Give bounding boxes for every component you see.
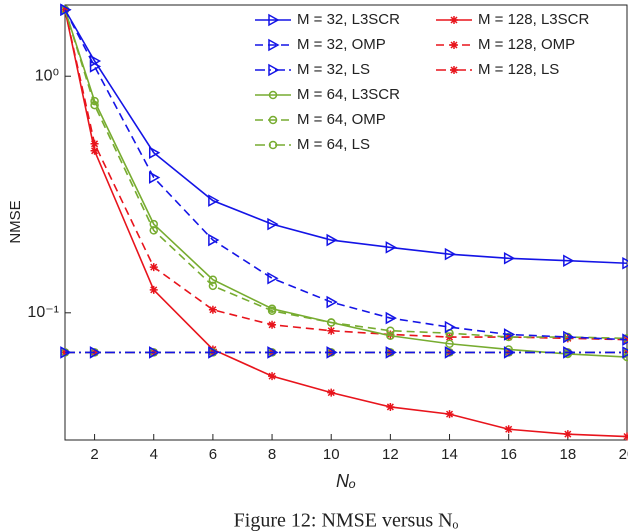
marker — [563, 330, 575, 344]
marker — [89, 54, 102, 68]
marker — [61, 5, 69, 14]
marker — [445, 410, 454, 419]
marker — [503, 346, 516, 359]
marker — [450, 66, 458, 74]
x-tick-label: 6 — [209, 446, 217, 463]
y-tick-label: 10⁰ — [35, 67, 59, 84]
x-axis-label: Nₒ — [336, 471, 356, 491]
marker — [504, 425, 513, 434]
marker — [208, 305, 217, 314]
marker — [60, 346, 72, 359]
marker — [208, 281, 218, 291]
legend-label: M = 64, L3SCR — [297, 86, 400, 103]
legend: M = 32, L3SCR M = 32, OMP M = 32, LS M = 64… — [247, 5, 627, 159]
marker — [267, 217, 279, 231]
marker — [327, 326, 336, 335]
marker — [268, 90, 278, 100]
marker — [90, 146, 99, 155]
x-tick-label: 8 — [268, 446, 276, 463]
marker — [450, 16, 458, 24]
marker — [503, 328, 516, 341]
legend-label: M = 128, OMP — [478, 36, 575, 53]
marker — [445, 339, 454, 348]
marker — [386, 326, 395, 335]
marker — [208, 194, 220, 207]
series-line — [64, 9, 628, 265]
marker — [149, 285, 158, 294]
y-tick-label: 10⁻¹ — [27, 304, 59, 321]
marker — [503, 252, 516, 265]
marker — [326, 346, 338, 359]
caption: Figure 12: NMSE versus Nₒ — [234, 510, 459, 532]
marker — [267, 271, 279, 285]
x-tick-label: 2 — [90, 446, 98, 463]
marker — [268, 372, 277, 381]
marker — [268, 320, 277, 329]
x-tick-label: 18 — [559, 446, 576, 463]
marker — [385, 346, 397, 359]
marker — [90, 96, 99, 106]
x-tick-label: 16 — [500, 446, 517, 463]
marker — [148, 346, 161, 359]
marker — [268, 63, 280, 77]
legend-label: M = 128, LS — [478, 61, 559, 78]
y-axis-label: NMSE — [7, 200, 24, 243]
marker — [326, 233, 338, 247]
legend-label: M = 32, L3SCR — [297, 11, 400, 28]
marker — [149, 263, 158, 272]
marker — [563, 334, 572, 343]
marker — [326, 295, 338, 309]
marker — [149, 219, 158, 229]
marker — [385, 311, 397, 325]
x-tick-label: 20 — [619, 446, 628, 463]
legend-label: M = 64, OMP — [297, 111, 386, 128]
marker — [563, 346, 575, 359]
legend-label: M = 32, OMP — [297, 36, 386, 53]
marker — [90, 139, 99, 148]
series-line — [64, 9, 628, 341]
marker — [623, 432, 628, 441]
marker — [444, 247, 457, 261]
marker — [444, 320, 457, 334]
marker — [326, 318, 336, 327]
marker — [267, 346, 279, 359]
x-tick-label: 4 — [150, 446, 158, 463]
marker — [148, 171, 161, 184]
x-tick-label: 14 — [441, 446, 458, 463]
marker — [208, 233, 220, 247]
marker — [89, 346, 102, 359]
marker — [563, 430, 572, 439]
marker — [208, 346, 220, 359]
marker — [327, 388, 336, 397]
legend-label: M = 128, L3SCR — [478, 11, 589, 28]
marker — [268, 115, 278, 125]
x-tick-label: 10 — [323, 446, 340, 463]
marker — [386, 331, 395, 340]
marker — [268, 140, 278, 150]
marker — [444, 346, 457, 359]
marker — [450, 41, 458, 49]
legend-label: M = 64, LS — [297, 136, 370, 153]
marker — [268, 13, 280, 27]
marker — [208, 275, 218, 284]
x-tick-label: 12 — [382, 446, 399, 463]
marker — [385, 241, 397, 254]
series-line — [64, 9, 628, 358]
marker — [60, 3, 72, 17]
legend-label: M = 32, LS — [297, 61, 370, 78]
marker — [563, 254, 575, 268]
marker — [148, 146, 161, 159]
legend-box — [247, 5, 627, 159]
marker — [268, 38, 280, 52]
marker — [386, 402, 395, 411]
marker — [267, 304, 277, 314]
